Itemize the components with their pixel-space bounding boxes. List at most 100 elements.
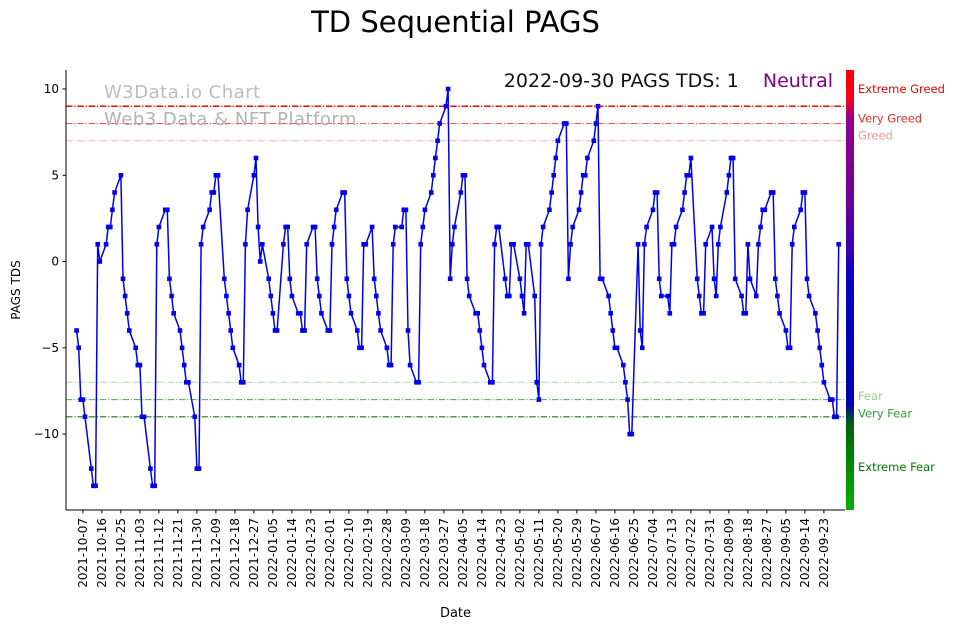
- x-tick-label: 2022-01-23: [304, 518, 318, 588]
- data-point-marker: [179, 345, 185, 351]
- data-point-marker: [289, 293, 295, 299]
- data-point-marker: [120, 276, 126, 282]
- data-point-marker: [834, 414, 839, 420]
- x-tick-label: 2022-07-13: [665, 518, 679, 588]
- data-point-marker: [137, 362, 143, 368]
- data-point-marker: [789, 242, 795, 247]
- x-tick-label: 2022-03-18: [418, 518, 432, 588]
- data-point-marker: [566, 276, 571, 282]
- data-point-marker: [568, 242, 573, 247]
- watermark-line1: W3Data.io Chart: [104, 82, 261, 103]
- x-tick-label: 2021-11-21: [171, 518, 185, 588]
- data-point-marker: [450, 242, 455, 247]
- data-point-marker: [654, 190, 660, 195]
- y-tick-label: −5: [41, 341, 59, 355]
- x-tick-label: 2022-07-04: [646, 518, 660, 588]
- data-point-marker: [806, 293, 812, 299]
- x-tick-label: 2022-05-02: [513, 518, 527, 588]
- data-point-marker: [268, 293, 274, 299]
- data-point-marker: [154, 242, 160, 247]
- data-point-marker: [192, 414, 198, 420]
- data-point-marker: [593, 121, 599, 126]
- zone-label-very-fear: Very Fear: [858, 406, 912, 420]
- data-point-marker: [464, 276, 470, 282]
- data-point-marker: [709, 224, 715, 230]
- x-tick-label: 2022-05-11: [532, 518, 546, 588]
- x-tick-label: 2022-08-18: [741, 518, 755, 588]
- data-point-marker: [475, 311, 480, 316]
- data-point-marker: [526, 242, 531, 247]
- data-point-marker: [802, 190, 808, 195]
- data-point-marker: [621, 362, 626, 368]
- x-tick-label: 2022-02-10: [342, 518, 356, 588]
- data-point-marker: [517, 276, 523, 282]
- data-point-marker: [243, 242, 248, 247]
- data-point-marker: [245, 207, 250, 213]
- data-point-marker: [540, 224, 546, 230]
- data-point-marker: [813, 311, 818, 316]
- data-point-marker: [680, 207, 685, 213]
- x-tick-label: 2022-02-19: [361, 518, 375, 588]
- data-point-marker: [304, 242, 309, 247]
- data-point-marker: [437, 121, 442, 126]
- data-point-marker: [418, 242, 423, 247]
- zone-label-very-greed: Very Greed: [858, 111, 922, 125]
- x-tick-label: 2022-09-14: [798, 518, 812, 588]
- data-point-marker: [659, 293, 664, 299]
- data-point-marker: [127, 328, 132, 333]
- data-point-marker: [462, 173, 468, 178]
- data-point-marker: [792, 224, 797, 230]
- data-point-marker: [640, 345, 645, 351]
- data-point-marker: [251, 173, 257, 178]
- x-tick-label: 2022-07-22: [684, 518, 698, 588]
- watermark-line2: Web3 Data & NFT Platform: [104, 109, 358, 130]
- data-point-marker: [466, 293, 472, 299]
- data-point-marker: [644, 224, 649, 230]
- y-tick-label: −10: [34, 427, 59, 441]
- data-point-marker: [274, 328, 280, 333]
- data-point-marker: [82, 414, 88, 420]
- data-point-marker: [804, 276, 810, 282]
- data-point-marker: [388, 362, 394, 368]
- data-point-marker: [481, 362, 487, 368]
- data-point-marker: [165, 207, 170, 213]
- data-point-marker: [538, 242, 544, 247]
- data-point-marker: [730, 155, 736, 161]
- data-point-marker: [363, 242, 369, 247]
- data-point-marker: [255, 224, 261, 230]
- data-point-marker: [420, 224, 426, 230]
- data-point-marker: [287, 276, 293, 282]
- data-point-marker: [815, 328, 820, 333]
- x-tick-label: 2022-09-23: [817, 518, 831, 588]
- data-point-marker: [783, 328, 789, 333]
- x-tick-label: 2022-09-05: [779, 518, 793, 588]
- data-point-marker: [447, 276, 453, 282]
- data-point-marker: [711, 276, 717, 282]
- data-point-marker: [211, 190, 217, 195]
- data-point-marker: [118, 173, 124, 178]
- data-point-marker: [576, 207, 582, 213]
- data-point-marker: [257, 259, 263, 264]
- data-point-marker: [819, 362, 825, 368]
- data-point-marker: [532, 293, 537, 299]
- data-point-marker: [95, 242, 100, 247]
- data-point-marker: [403, 207, 409, 213]
- x-tick-label: 2021-11-30: [190, 518, 204, 588]
- data-point-marker: [317, 293, 322, 299]
- data-point-marker: [281, 242, 286, 247]
- x-tick-label: 2022-03-09: [399, 518, 413, 588]
- data-point-marker: [635, 242, 641, 247]
- data-point-marker: [207, 207, 212, 213]
- data-point-marker: [511, 242, 516, 247]
- zone-label-fear: Fear: [858, 389, 883, 403]
- data-point-marker: [770, 190, 776, 195]
- data-point-marker: [355, 328, 360, 333]
- data-point-marker: [667, 311, 673, 316]
- data-point-marker: [89, 466, 94, 471]
- data-point-marker: [452, 224, 457, 230]
- zone-label-extreme-fear: Extreme Fear: [858, 460, 935, 474]
- data-point-marker: [196, 466, 202, 471]
- data-point-marker: [228, 328, 233, 333]
- data-point-marker: [270, 311, 276, 316]
- data-point-marker: [376, 311, 381, 316]
